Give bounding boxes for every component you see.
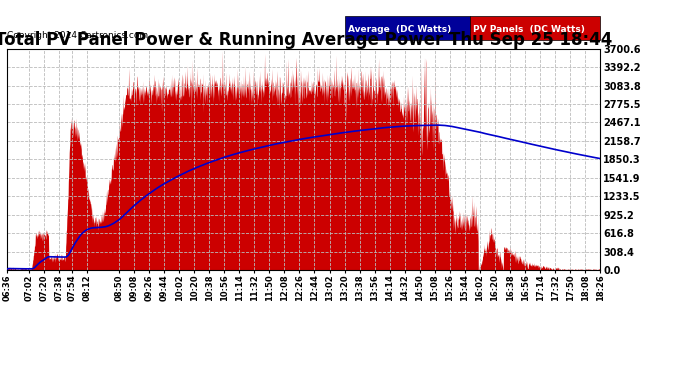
Bar (470, 15, 600, 40)
Text: Average  (DC Watts): Average (DC Watts) (348, 26, 451, 34)
Text: PV Panels  (DC Watts): PV Panels (DC Watts) (473, 26, 584, 34)
Text: Copyright 2014 Cartronics.com: Copyright 2014 Cartronics.com (7, 31, 148, 40)
Title: Total PV Panel Power & Running Average Power Thu Sep 25 18:44: Total PV Panel Power & Running Average P… (0, 31, 612, 49)
Bar (345, 15, 470, 40)
